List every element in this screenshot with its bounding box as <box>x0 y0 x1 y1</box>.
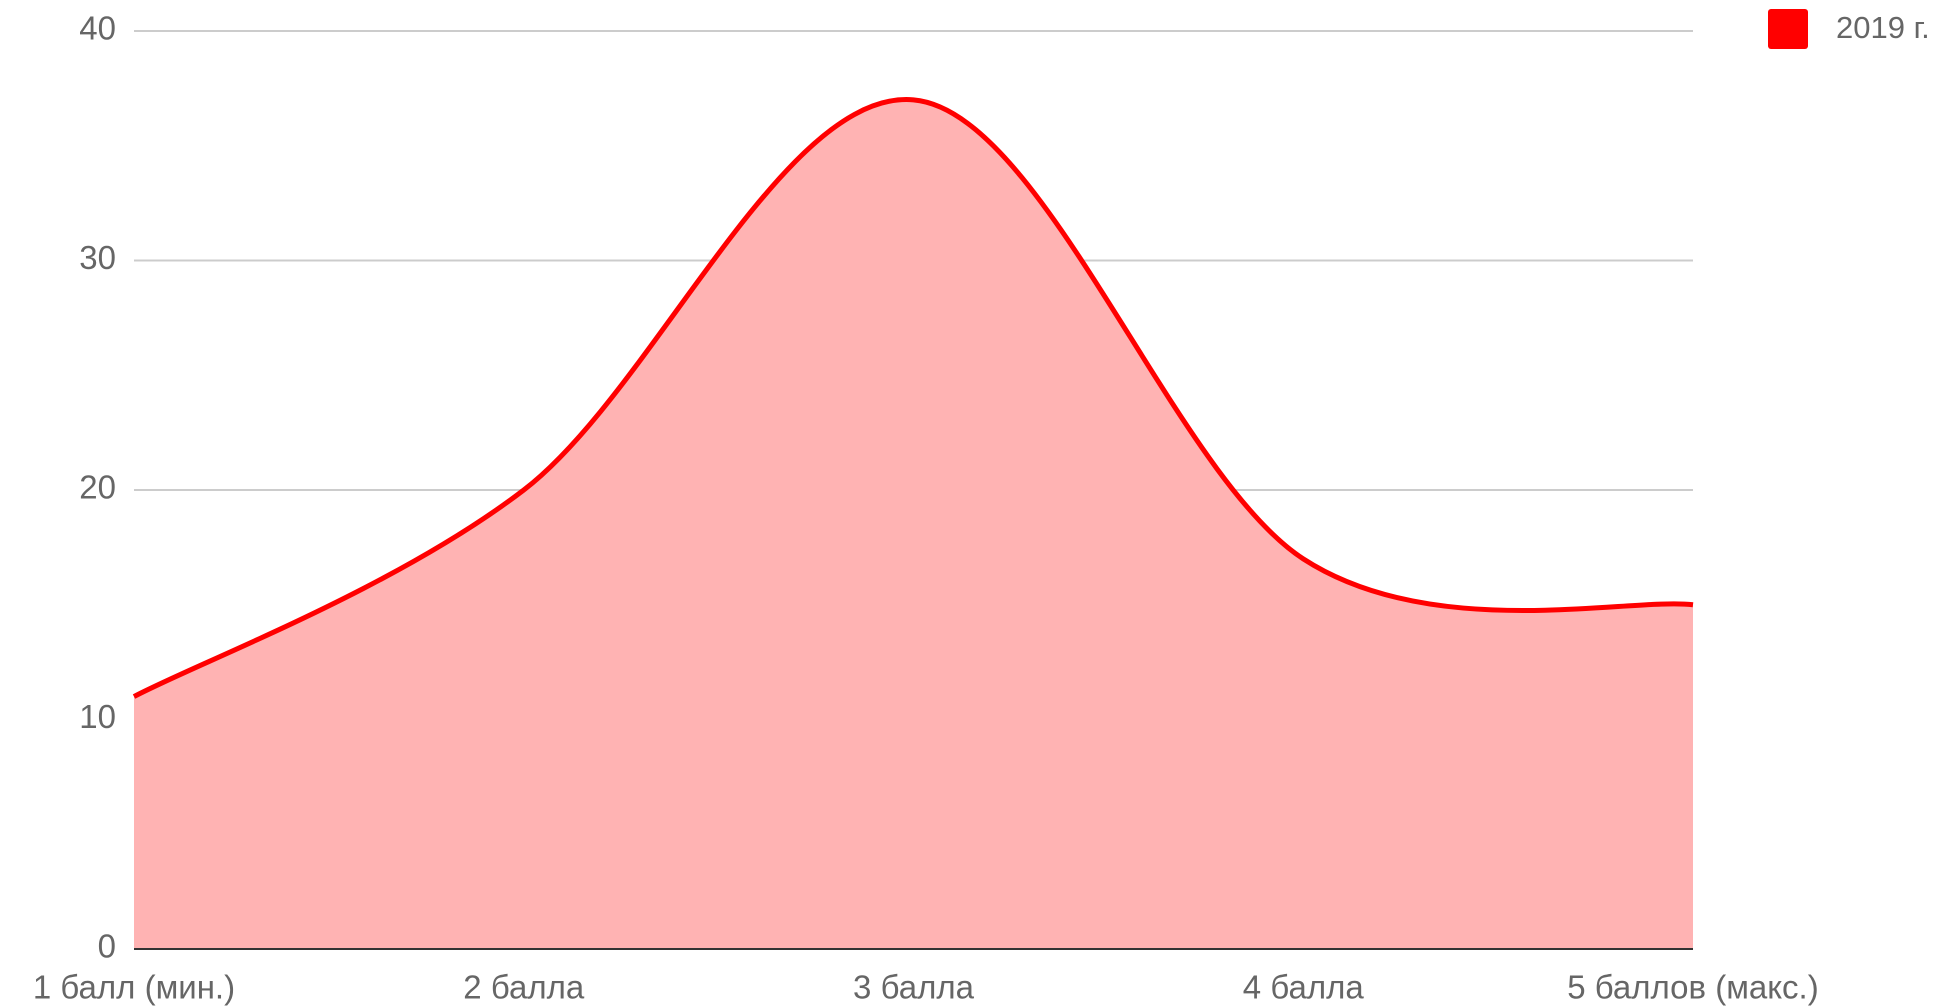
y-tick-label: 10 <box>79 698 116 735</box>
x-tick-label: 5 баллов (макс.) <box>1567 969 1818 1006</box>
y-tick-label: 20 <box>79 469 116 506</box>
x-tick-label: 2 балла <box>463 969 585 1006</box>
x-tick-label: 3 балла <box>853 969 975 1006</box>
y-tick-label: 0 <box>98 928 116 965</box>
y-tick-label: 30 <box>79 239 116 276</box>
x-tick-label: 4 балла <box>1243 969 1365 1006</box>
legend-swatch <box>1768 9 1808 49</box>
x-tick-label: 1 балл (мин.) <box>33 969 235 1006</box>
area <box>134 99 1693 950</box>
legend-label: 2019 г. <box>1836 10 1930 45</box>
line <box>132 97 1694 699</box>
y-tick-label: 40 <box>79 10 116 47</box>
